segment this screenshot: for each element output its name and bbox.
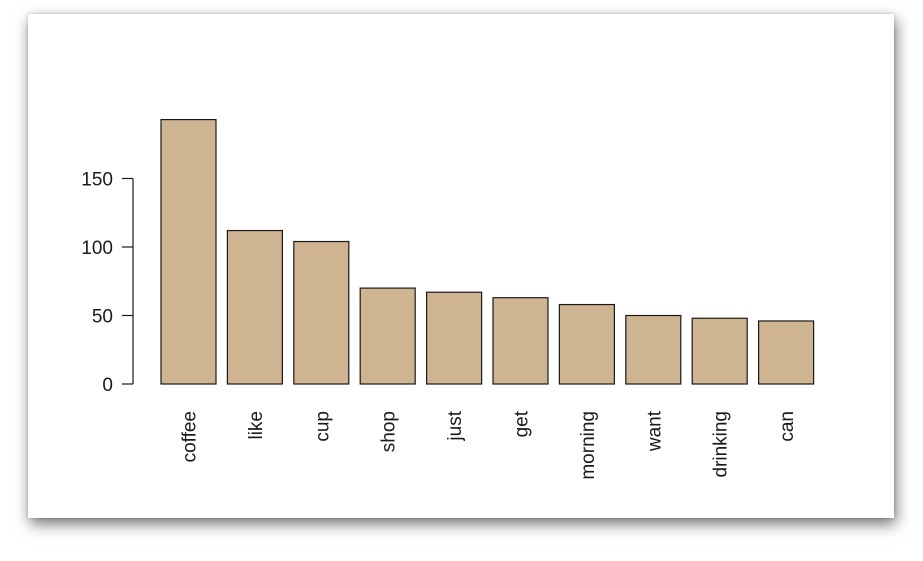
bar-can [757, 320, 815, 385]
x-tick-label-morning: morning [578, 411, 599, 480]
x-tick-label-like: like [246, 411, 267, 440]
bar-get [492, 297, 549, 385]
bar-just [426, 291, 483, 385]
bar-drinking [691, 317, 748, 385]
bar-like [226, 229, 283, 385]
x-axis-labels: coffee like cup shop just get morning want drink… [180, 410, 799, 479]
bars [160, 118, 815, 385]
x-tick-label-want: want [644, 410, 665, 452]
x-tick-label-cup: cup [312, 411, 333, 442]
x-tick-label-get: get [512, 410, 533, 437]
x-tick-label-can: can [777, 411, 798, 442]
bar-cup [293, 240, 350, 385]
y-axis: 0 50 100 150 [81, 170, 134, 396]
y-tick-label: 100 [81, 238, 113, 259]
x-tick-label-just: just [445, 410, 466, 441]
x-tick-label-drinking: drinking [711, 411, 732, 478]
y-tick-label: 0 [102, 375, 113, 396]
y-tick-label: 150 [81, 170, 113, 191]
bar-shop [359, 287, 416, 385]
y-tick-label: 50 [92, 307, 113, 328]
x-tick-label-shop: shop [379, 411, 400, 452]
bar-coffee [160, 118, 217, 385]
x-tick-label-coffee: coffee [180, 411, 201, 462]
bar-morning [558, 303, 616, 385]
bar-want [625, 314, 682, 385]
